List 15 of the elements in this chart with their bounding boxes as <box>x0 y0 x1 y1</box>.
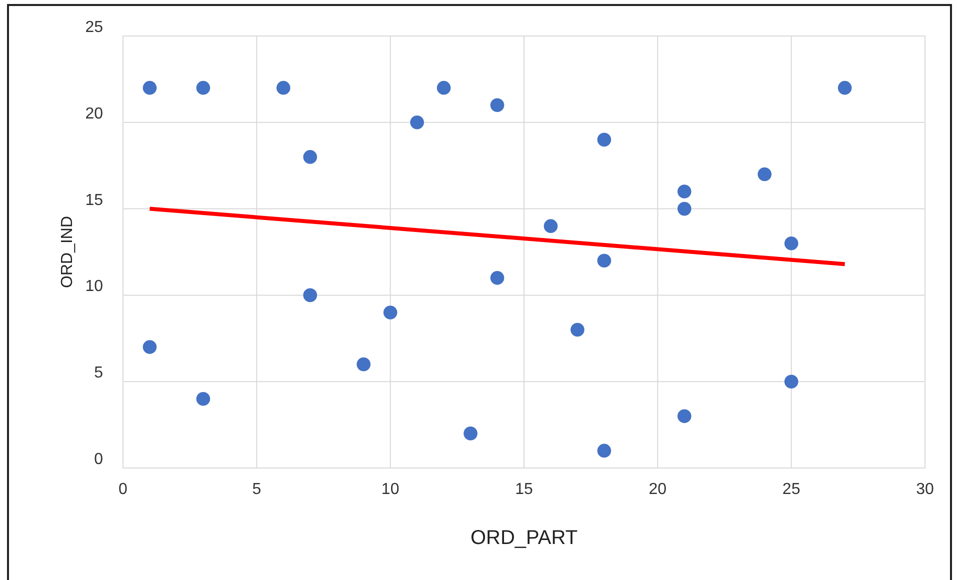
y-tick-label: 15 <box>85 192 104 209</box>
x-tick-label: 5 <box>252 481 262 498</box>
x-tick-label: 0 <box>118 481 128 498</box>
y-tick-label: 25 <box>85 19 104 36</box>
x-tick-label: 25 <box>782 481 800 498</box>
y-tick-label: 0 <box>94 451 104 468</box>
y-tick-label: 20 <box>85 105 104 122</box>
x-tick-label: 20 <box>648 481 667 498</box>
x-tick-label: 15 <box>515 481 533 498</box>
y-axis-title: ORD_IND <box>59 216 76 288</box>
x-tick-label: 10 <box>381 481 400 498</box>
y-tick-label: 10 <box>85 278 104 296</box>
y-tick-label: 5 <box>94 364 104 382</box>
x-axis-title: ORD_PART <box>470 527 578 549</box>
x-tick-label: 30 <box>916 481 934 498</box>
